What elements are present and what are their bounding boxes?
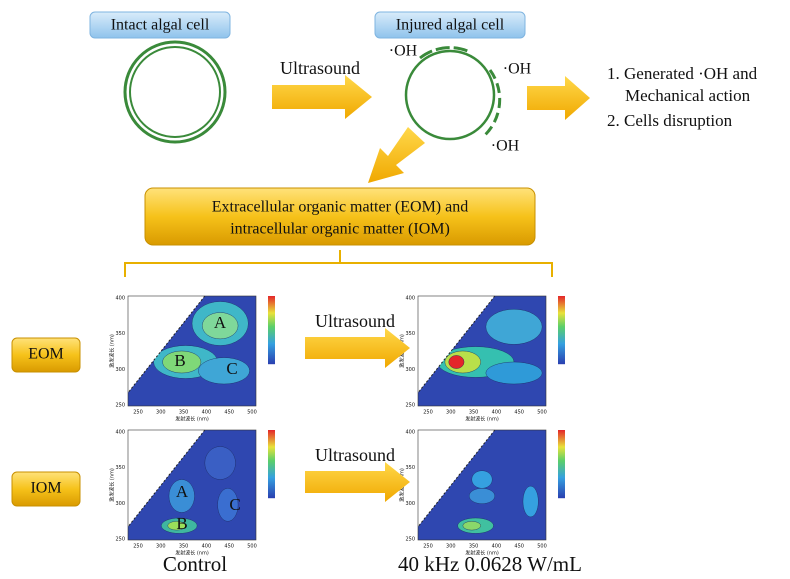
x-tick-label: 400: [492, 544, 502, 550]
injured-label: Injured algal cell: [396, 17, 505, 34]
diagram: Intact algal cell Ultrasound Injured alg…: [0, 0, 790, 579]
contour: [449, 355, 464, 368]
row-label: EOM: [28, 346, 64, 363]
arrow-label: Ultrasound: [280, 58, 360, 78]
contour: [486, 362, 542, 384]
matter-text: Extracellular organic matter (EOM) and: [212, 199, 468, 216]
result-text: Mechanical action: [625, 86, 751, 105]
contour: [463, 521, 481, 530]
colorbar: [268, 430, 275, 498]
x-tick-label: 400: [492, 410, 502, 416]
arrow: [305, 328, 410, 368]
arrow: [272, 75, 372, 119]
cell: [130, 47, 220, 137]
x-tick-label: 500: [537, 410, 547, 416]
y-axis-label: 激发波长 (nm): [109, 334, 116, 368]
y-tick-label: 400: [405, 296, 415, 302]
x-tick-label: 500: [247, 410, 257, 416]
y-tick-label: 350: [405, 465, 415, 471]
cell: [125, 42, 225, 142]
result-text: 1. Generated ·OH and: [607, 64, 758, 83]
contour: [486, 309, 542, 344]
colorbar: [558, 430, 565, 498]
result-text: 2. Cells disruption: [607, 111, 733, 130]
x-tick-label: 450: [224, 544, 234, 550]
contour: [205, 447, 236, 480]
arrow-label: Ultrasound: [315, 445, 395, 465]
y-tick-label: 250: [405, 537, 415, 543]
x-tick-label: 450: [514, 410, 524, 416]
x-tick-label: 500: [247, 544, 257, 550]
x-tick-label: 300: [156, 544, 166, 550]
x-tick-label: 350: [469, 410, 479, 416]
peak-label: B: [176, 514, 187, 533]
colorbar: [558, 296, 565, 364]
x-tick-label: 350: [179, 410, 189, 416]
y-tick-label: 250: [405, 403, 415, 409]
contour: [523, 486, 538, 517]
x-tick-label: 350: [469, 544, 479, 550]
radical: ·OH: [503, 61, 532, 78]
y-tick-label: 350: [115, 331, 125, 337]
y-tick-label: 250: [115, 403, 125, 409]
x-axis-label: 发射波长 (nm): [175, 550, 209, 557]
radical: ·OH: [491, 138, 520, 155]
peak-label: C: [226, 359, 237, 378]
x-tick-label: 250: [423, 410, 433, 416]
radical: ·OH: [389, 43, 418, 60]
arrow-label: Ultrasound: [315, 311, 395, 331]
x-tick-label: 300: [156, 410, 166, 416]
x-tick-label: 300: [446, 410, 456, 416]
y-tick-label: 350: [115, 465, 125, 471]
y-tick-label: 300: [405, 501, 415, 507]
arrow: [368, 127, 425, 183]
x-axis-label: 发射波长 (nm): [175, 416, 209, 423]
matter-text: intracellular organic matter (IOM): [230, 221, 450, 238]
contour: [198, 358, 249, 384]
y-tick-label: 300: [115, 367, 125, 373]
arrow: [305, 462, 410, 502]
y-tick-label: 350: [405, 331, 415, 337]
x-tick-label: 450: [224, 410, 234, 416]
y-tick-label: 400: [115, 296, 125, 302]
arrow: [527, 76, 590, 120]
row-label: IOM: [30, 480, 61, 497]
bracket: [125, 250, 552, 277]
contour: [472, 471, 492, 489]
x-tick-label: 250: [423, 544, 433, 550]
y-tick-label: 300: [405, 367, 415, 373]
y-axis-label: 激发波长 (nm): [109, 468, 116, 502]
y-tick-label: 400: [405, 430, 415, 436]
x-tick-label: 250: [133, 544, 143, 550]
x-axis-label: 发射波长 (nm): [465, 416, 499, 423]
x-tick-label: 450: [514, 544, 524, 550]
peak-label: B: [174, 351, 185, 370]
peak-label: C: [229, 495, 240, 514]
y-tick-label: 250: [115, 537, 125, 543]
x-tick-label: 500: [537, 544, 547, 550]
y-tick-label: 400: [115, 430, 125, 436]
cell: [406, 51, 494, 139]
peak-label: A: [176, 482, 189, 501]
y-tick-label: 300: [115, 501, 125, 507]
peak-label: A: [214, 313, 227, 332]
x-tick-label: 400: [202, 410, 212, 416]
x-tick-label: 250: [133, 410, 143, 416]
x-tick-label: 400: [202, 544, 212, 550]
x-axis-label: 发射波长 (nm): [465, 550, 499, 557]
contour: [469, 488, 495, 503]
x-tick-label: 300: [446, 544, 456, 550]
x-tick-label: 350: [179, 544, 189, 550]
intact-label: Intact algal cell: [111, 17, 210, 34]
colorbar: [268, 296, 275, 364]
